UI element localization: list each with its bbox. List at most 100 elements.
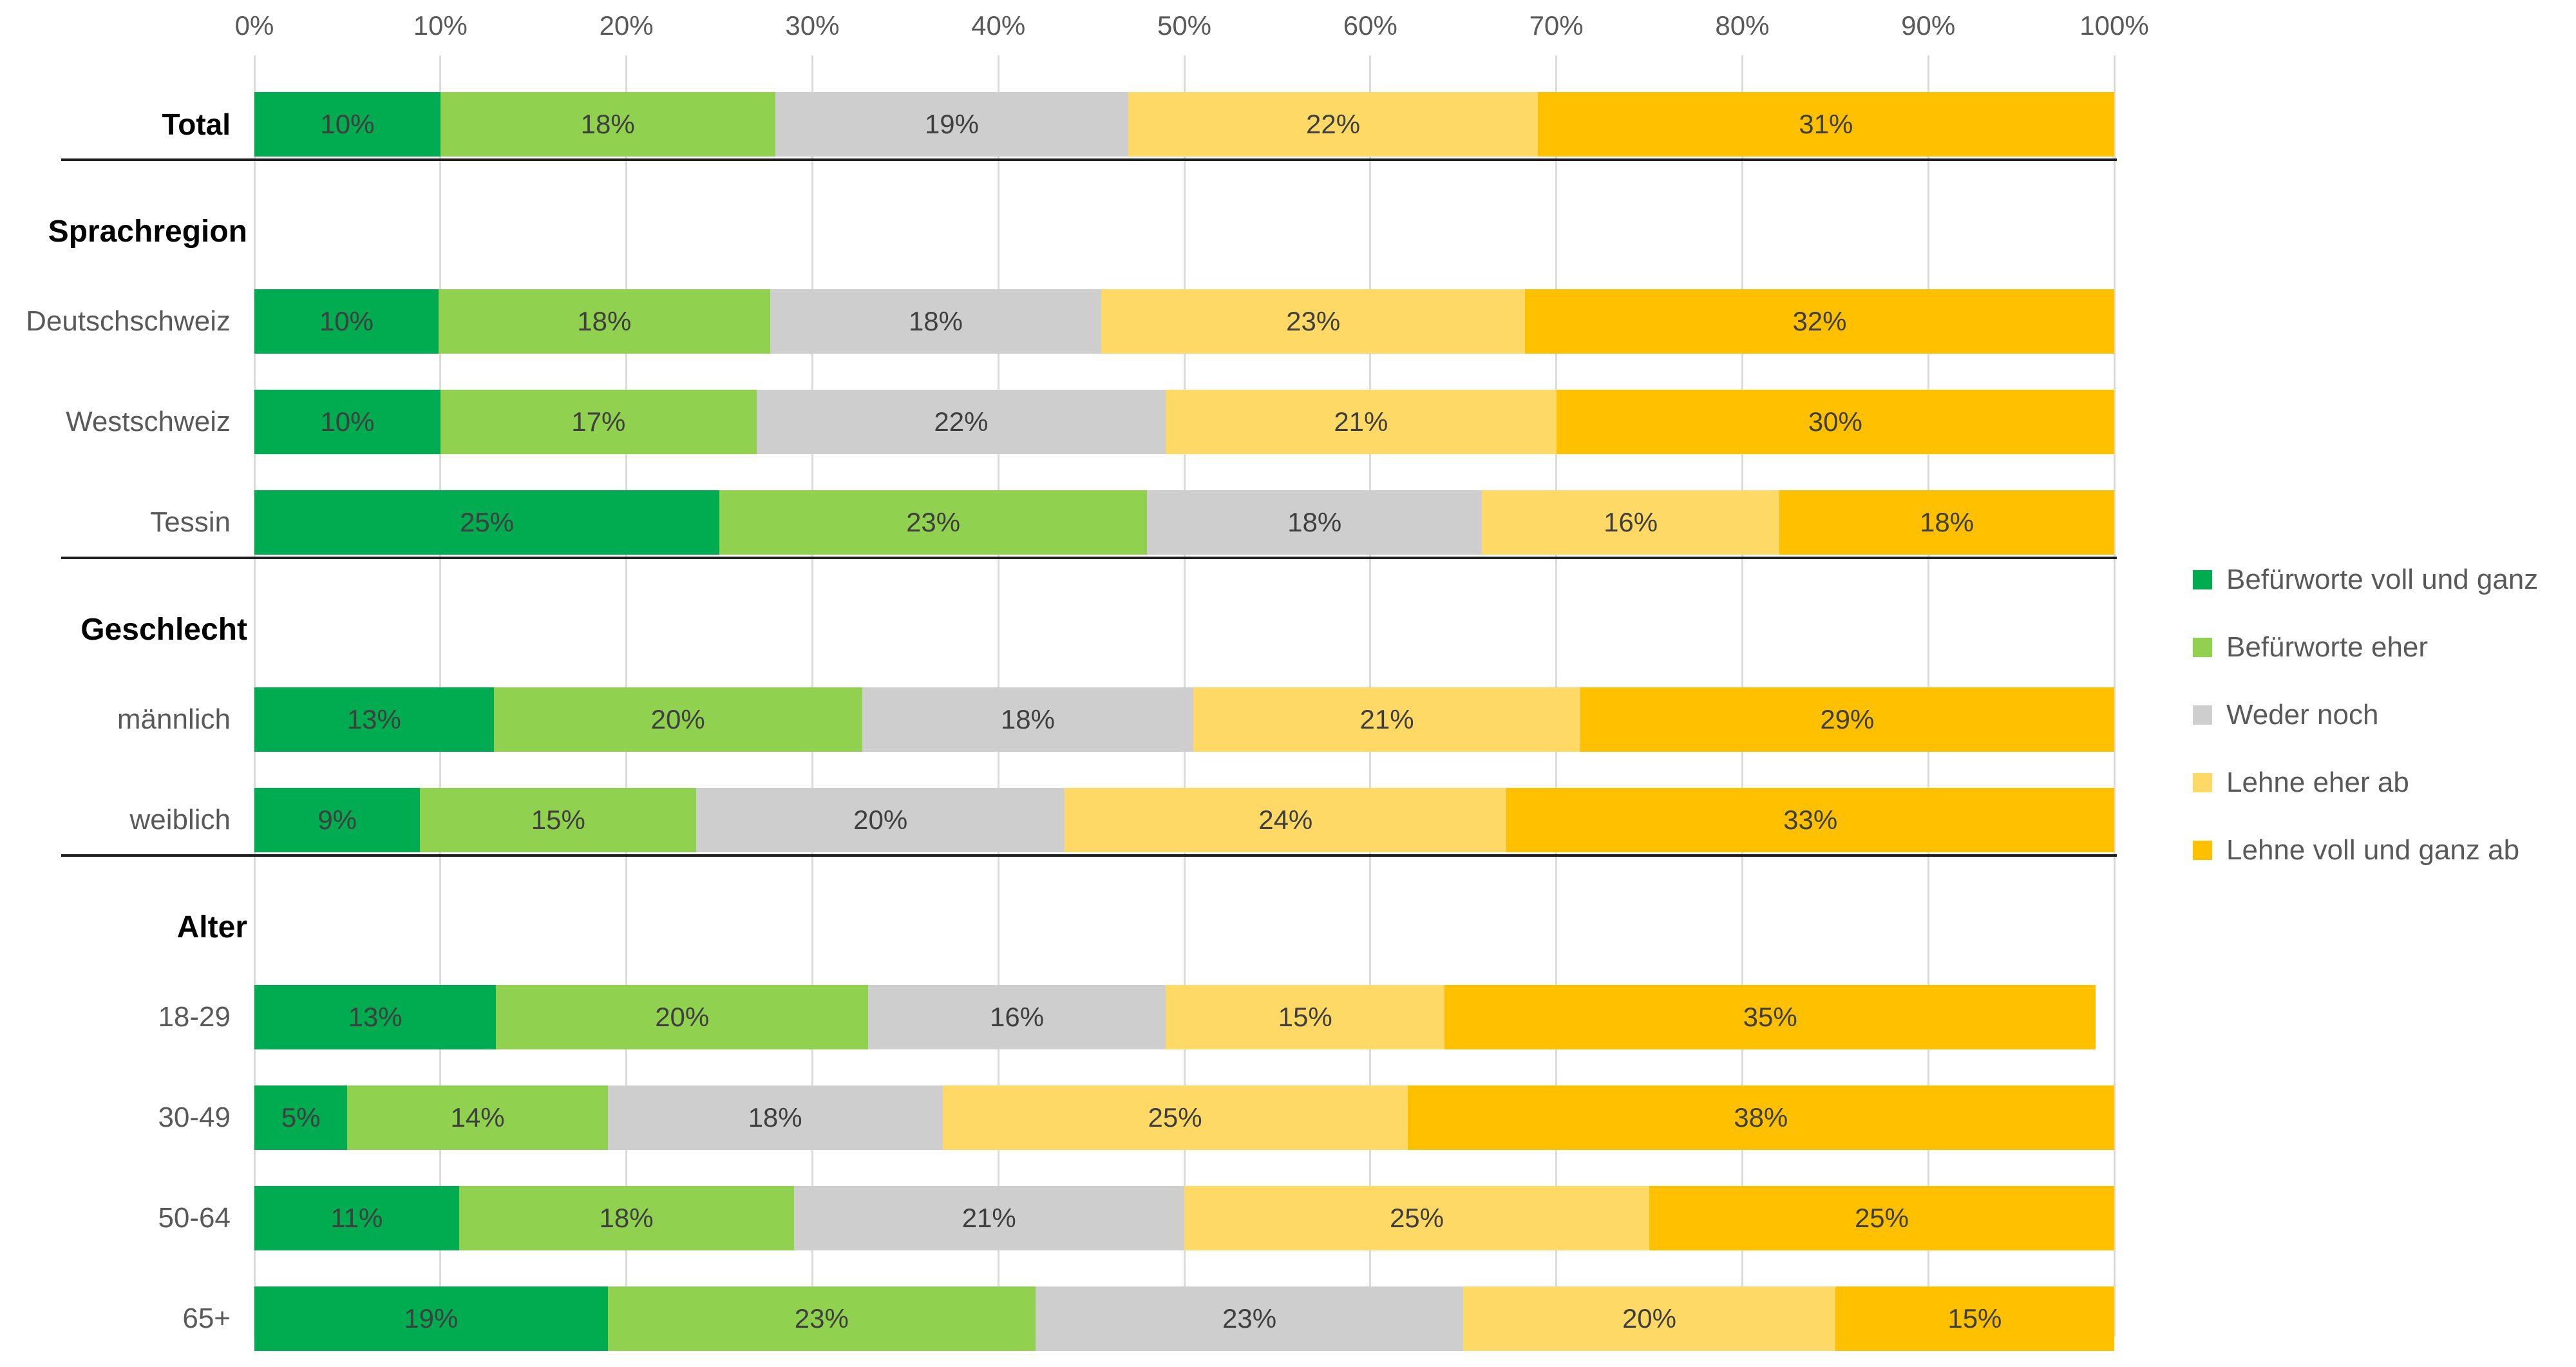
legend-item: Befürworte voll und ganz <box>2193 560 2538 599</box>
segment-value-label: 20% <box>655 1002 710 1032</box>
segment-value-label: 29% <box>1820 704 1875 734</box>
segment-value-label: 21% <box>961 1203 1016 1233</box>
segment-value-label: 13% <box>346 704 401 734</box>
bar-segment: 32% <box>1524 289 2114 354</box>
legend-item: Lehne voll und ganz ab <box>2193 831 2519 870</box>
bar-segment: 11% <box>254 1186 459 1250</box>
bar-row: 10% 17% 22% 21% 30% <box>254 390 2114 454</box>
segment-value-label: 17% <box>571 406 626 437</box>
separator-line <box>61 158 2117 161</box>
axis-tick-label: 20% <box>599 10 654 41</box>
bar-segment: 25% <box>1649 1186 2114 1250</box>
bar-segment: 38% <box>1407 1085 2114 1150</box>
segment-value-label: 33% <box>1783 805 1838 835</box>
axis-tick-label: 70% <box>1529 10 1584 41</box>
bar-segment: 33% <box>1506 788 2114 852</box>
segment-value-label: 19% <box>404 1303 459 1334</box>
bar-segment: 21% <box>793 1186 1184 1250</box>
segment-value-label: 5% <box>281 1102 321 1133</box>
legend-item: Befürworte eher <box>2193 628 2428 667</box>
axis-tick-label: 60% <box>1343 10 1397 41</box>
bar-segment: 25% <box>942 1085 1408 1150</box>
row-label: 30-49 <box>158 1102 231 1133</box>
segment-value-label: 14% <box>450 1102 505 1133</box>
segment-value-label: 25% <box>1389 1203 1444 1233</box>
bar-segment: 23% <box>719 490 1148 555</box>
segment-value-label: 23% <box>1286 306 1341 336</box>
bar-segment: 16% <box>868 985 1166 1049</box>
bar-segment: 25% <box>1184 1186 1649 1250</box>
row-label: 18-29 <box>158 1001 231 1033</box>
bar-segment: 24% <box>1065 788 1507 852</box>
bar-row: 19% 23% 23% 20% 15% <box>254 1286 2114 1351</box>
row-label: 50-64 <box>158 1202 231 1234</box>
bar-segment: 20% <box>1463 1286 1835 1351</box>
segment-value-label: 24% <box>1258 805 1313 835</box>
section-header: Sprachregion <box>48 215 247 249</box>
segment-value-label: 21% <box>1359 704 1414 734</box>
legend-swatch-icon <box>2193 705 2212 725</box>
segment-value-label: 20% <box>1622 1303 1677 1334</box>
legend-label: Weder noch <box>2226 699 2379 731</box>
row-label: männlich <box>117 703 231 735</box>
segment-value-label: 18% <box>908 306 963 336</box>
bar-segment: 23% <box>1101 289 1525 354</box>
bar-segment: 23% <box>1035 1286 1464 1351</box>
bar-segment: 30% <box>1556 390 2114 454</box>
segment-value-label: 21% <box>1334 406 1388 437</box>
bar-row: 10% 18% 19% 22% 31% <box>254 92 2114 157</box>
bar-segment: 13% <box>254 687 494 752</box>
legend-swatch-icon <box>2193 841 2212 860</box>
legend-item: Weder noch <box>2193 696 2378 734</box>
legend-item: Lehne eher ab <box>2193 763 2409 802</box>
bar-segment: 25% <box>254 490 719 555</box>
bar-segment: 19% <box>775 92 1129 157</box>
legend-swatch-icon <box>2193 638 2212 657</box>
segment-value-label: 31% <box>1799 109 1853 139</box>
axis-tick-label: 10% <box>413 10 468 41</box>
segment-value-label: 13% <box>348 1002 402 1032</box>
segment-value-label: 30% <box>1808 406 1862 437</box>
row-label: Total <box>162 108 231 141</box>
bar-segment: 10% <box>254 92 440 157</box>
bar-segment: 15% <box>420 788 697 852</box>
bar-segment: 22% <box>1128 92 1538 157</box>
separator-line <box>61 854 2117 857</box>
legend-swatch-icon <box>2193 570 2212 589</box>
bar-segment: 20% <box>493 687 862 752</box>
bar-segment: 23% <box>607 1286 1036 1351</box>
bar-row: 10% 18% 18% 23% 32% <box>254 289 2114 354</box>
bar-segment: 19% <box>254 1286 608 1351</box>
bar-segment: 17% <box>440 390 757 454</box>
segment-value-label: 20% <box>853 805 908 835</box>
segment-value-label: 18% <box>1000 704 1055 734</box>
axis-tick-label: 30% <box>785 10 840 41</box>
bar-segment: 18% <box>770 289 1102 354</box>
bar-row: 9% 15% 20% 24% 33% <box>254 788 2114 852</box>
segment-value-label: 32% <box>1792 306 1847 336</box>
segment-value-label: 16% <box>1604 507 1658 537</box>
bar-row: 5% 14% 18% 25% 38% <box>254 1085 2114 1150</box>
segment-value-label: 18% <box>1287 507 1342 537</box>
bar-row: 13% 20% 16% 15% 35% <box>254 985 2114 1049</box>
axis-tick-label: 50% <box>1157 10 1212 41</box>
row-label: 65+ <box>182 1303 231 1334</box>
bar-segment: 18% <box>440 92 775 157</box>
segment-value-label: 23% <box>906 507 961 537</box>
bar-segment: 10% <box>254 390 440 454</box>
bar-segment: 21% <box>1166 390 1557 454</box>
section-header: Alter <box>176 910 247 944</box>
segment-value-label: 18% <box>748 1102 802 1133</box>
bar-row: 25% 23% 18% 16% 18% <box>254 490 2114 555</box>
gridline <box>2113 55 2116 1337</box>
bar-segment: 18% <box>459 1186 794 1250</box>
axis-tick-label: 80% <box>1715 10 1770 41</box>
axis-tick-label: 0% <box>234 10 274 41</box>
segment-value-label: 15% <box>1278 1002 1332 1032</box>
bar-segment: 13% <box>254 985 497 1049</box>
legend-label: Befürworte eher <box>2226 631 2429 663</box>
bar-segment: 15% <box>1835 1286 2114 1351</box>
legend-label: Lehne voll und ganz ab <box>2226 834 2520 866</box>
separator-line <box>61 557 2117 559</box>
